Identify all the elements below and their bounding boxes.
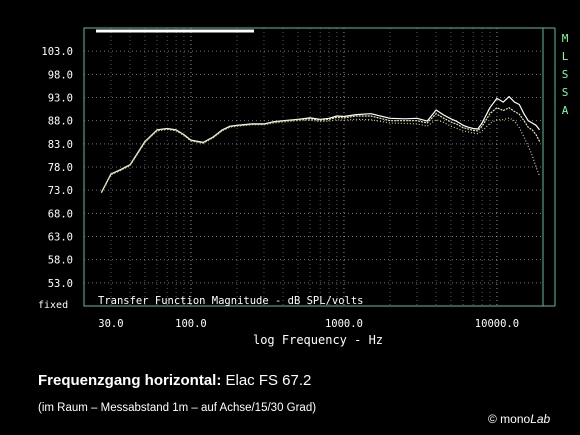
grid-lines [83, 28, 544, 306]
side-label-letter: A [562, 104, 569, 117]
x-axis-label: log Frequency - Hz [253, 333, 383, 347]
brand-credit: © monoLab [488, 412, 550, 426]
brand-prefix: © mono [488, 412, 531, 426]
x-tick-label: 100.0 [175, 318, 207, 330]
x-tick-labels: 30.0 100.0 1000.0 10000.0 [98, 318, 519, 330]
caption-title: Frequenzgang horizontal: Elac FS 67.2 [38, 372, 311, 389]
plot-frame [83, 27, 556, 307]
side-label-letter: L [562, 50, 569, 63]
y-tick-label: 58.0 [48, 255, 73, 267]
brand-italic: Lab [530, 412, 551, 426]
y-tick-label: 98.0 [48, 69, 73, 81]
x-tick-label: 1000.0 [325, 318, 363, 330]
series-line-2 [100, 117, 541, 194]
side-label-letter: S [562, 68, 569, 81]
caption-subtitle: (im Raum – Messabstand 1m – auf Achse/15… [38, 402, 317, 414]
y-tick-label: 73.0 [48, 185, 73, 197]
y-tick-label: 68.0 [48, 208, 73, 220]
x-tick-label: 10000.0 [475, 318, 519, 330]
caption-title-rest: Elac FS 67.2 [225, 372, 312, 389]
y-tick-label: 78.0 [48, 162, 73, 174]
y-tick-label: 63.0 [48, 232, 73, 244]
y-tick-labels: 103.0 98.0 93.0 88.0 83.0 78.0 73.0 68.0 63.0 58.… [41, 46, 73, 290]
series-group [100, 95, 541, 194]
y-tick-label: 88.0 [48, 116, 73, 128]
caption-title-bold: Frequenzgang horizontal: [38, 372, 222, 389]
series-line-1 [100, 107, 541, 193]
y-tick-label: 83.0 [48, 139, 73, 151]
y-tick-label: 103.0 [41, 46, 73, 58]
y-tick-label: 53.0 [48, 278, 73, 290]
plot-border [83, 27, 544, 307]
y-bottom-label: fixed [38, 300, 68, 311]
x-tick-label: 30.0 [98, 318, 123, 330]
side-label-letter: S [562, 86, 569, 99]
side-label-letter: M [562, 32, 569, 45]
inner-chart-title: Transfer Function Magnitude - dB SPL/vol… [98, 295, 364, 307]
y-tick-label: 93.0 [48, 93, 73, 105]
